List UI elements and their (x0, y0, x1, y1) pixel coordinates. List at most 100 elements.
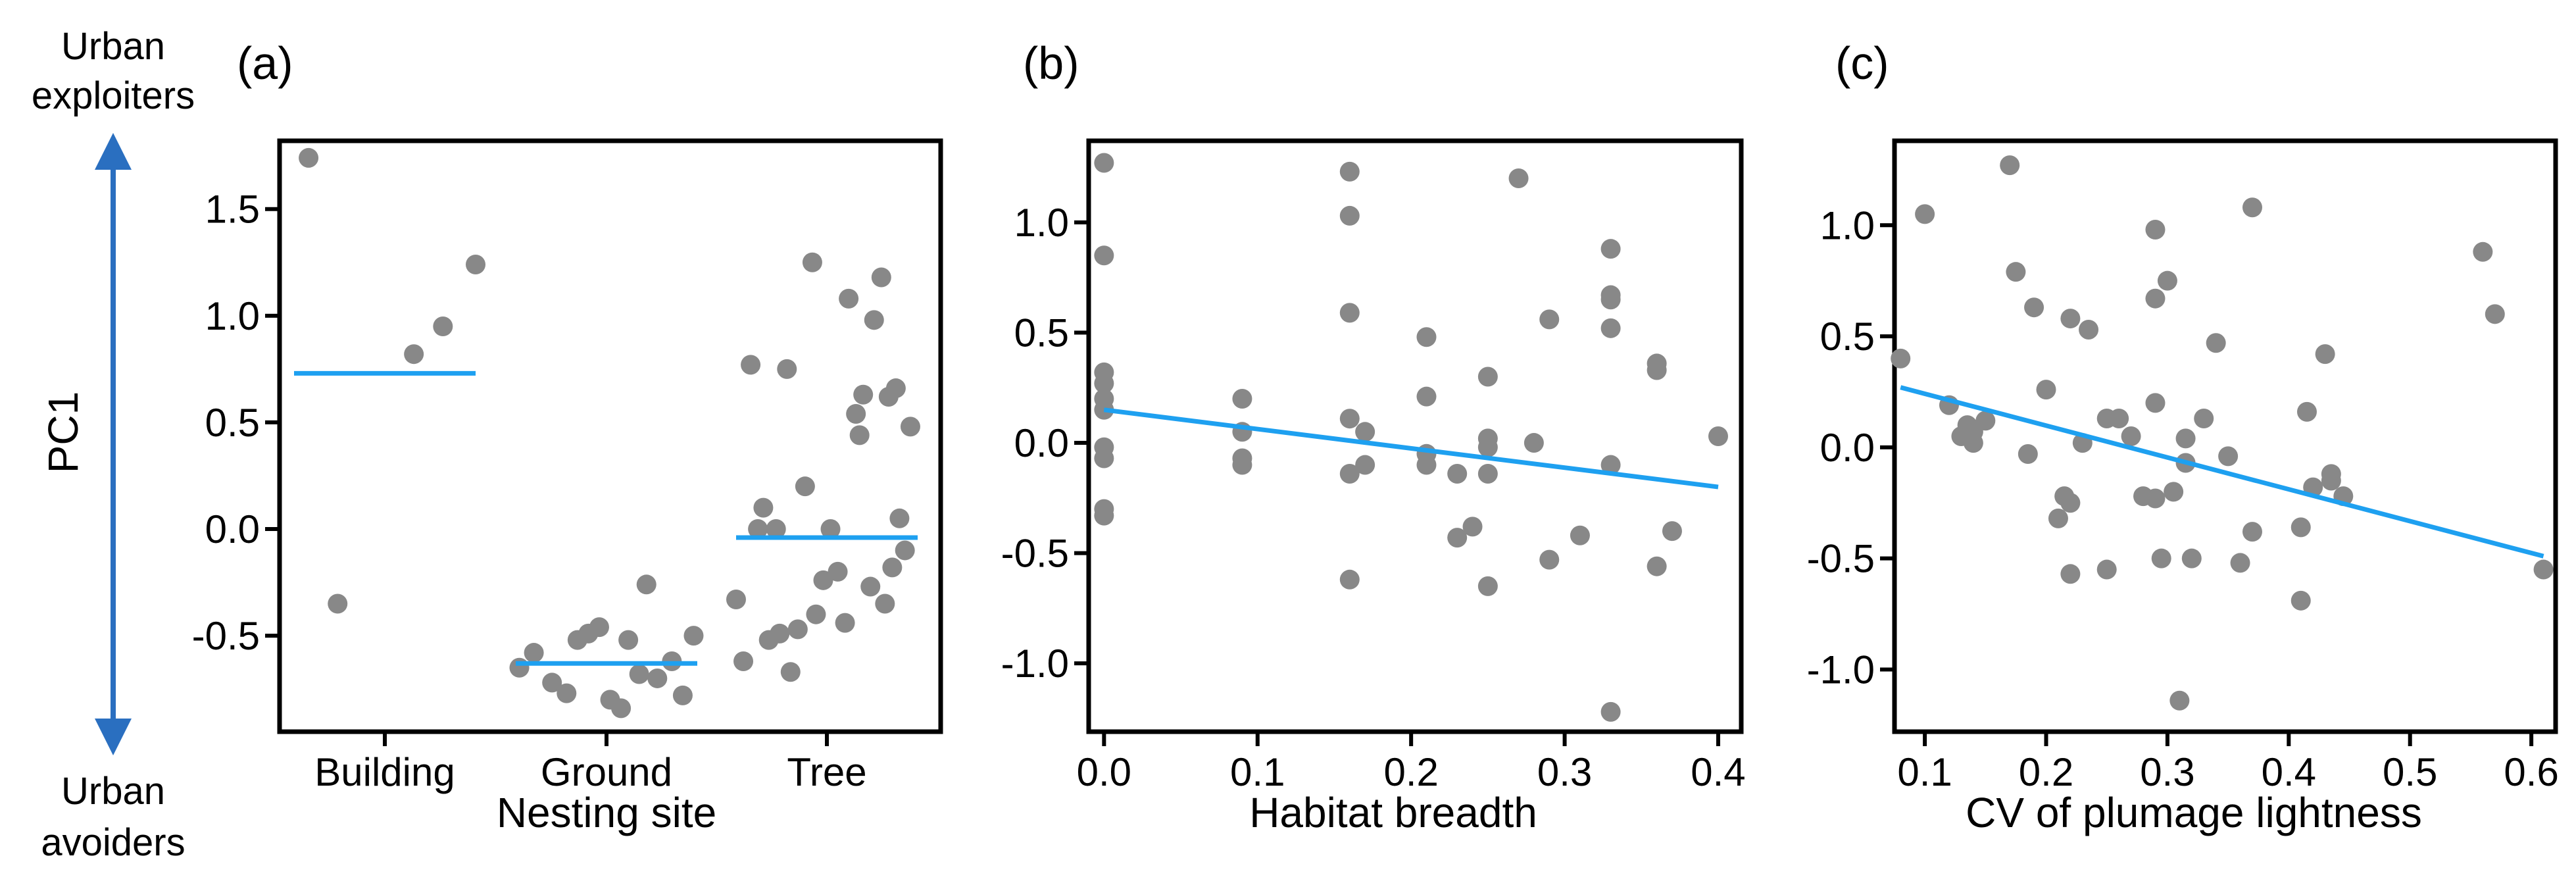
panel-b-point (1647, 556, 1667, 576)
panel-a-y-tick-label: -0.5 (192, 614, 260, 658)
panel-b-y-axis: 1.0 0.5 0.0 -0.5 -1.0 (1001, 201, 1089, 686)
panel-c-point (2018, 444, 2038, 465)
panel-a-point (882, 557, 903, 578)
panel-b-point (1416, 327, 1437, 347)
panel-c-point (2079, 319, 2099, 340)
panel-c-point (2121, 426, 2141, 446)
panel-b-point (1508, 168, 1529, 188)
panel-b-x-label: Habitat breadth (1249, 789, 1537, 836)
panel-a-point (524, 643, 544, 663)
panel-a-point (748, 519, 768, 540)
panel-b-x-tick-label: 0.3 (1537, 750, 1592, 794)
panel-a-x-tick-label-tree: Tree (787, 750, 866, 794)
panel-a-point (328, 594, 348, 614)
panel-b-point (1339, 303, 1360, 323)
panel-c-point (2000, 155, 2020, 176)
panel-c-point (2151, 548, 2171, 569)
panel-a-point (629, 664, 649, 684)
panel-c-x-tick-label: 0.4 (2262, 750, 2316, 794)
panel-b-label: (b) (1023, 38, 1079, 89)
panel-b-point (1094, 448, 1114, 468)
panel-b-x-tick-label: 0.4 (1691, 750, 1745, 794)
panel-a-frame (277, 138, 943, 734)
panel-c-point (1891, 348, 1911, 368)
panel-a-point (611, 698, 632, 719)
panel-b-point (1662, 521, 1682, 542)
panel-b-points (1094, 153, 1728, 722)
panel-c-point (2291, 517, 2311, 538)
panel-c-x-label: CV of plumage lightness (1966, 789, 2422, 836)
panel-a-point (509, 657, 530, 678)
panel-c-point (2048, 508, 2068, 528)
panel-a-label: (a) (237, 38, 293, 89)
panel-a-point (849, 425, 870, 445)
panel-a-point (777, 359, 797, 379)
panel-a-x-tick-label-building: Building (314, 750, 455, 794)
panel-c-y-axis: 1.0 0.5 0.0 -0.5 -1.0 (1807, 203, 1895, 692)
y-axis-label: PC1 (39, 392, 87, 474)
panel-a-group-means (294, 370, 918, 666)
panel-c-point (2006, 262, 2026, 282)
panel-a-point (770, 623, 790, 644)
panel-b-point (1462, 517, 1483, 537)
panel-c-x-tick-label: 0.3 (2140, 750, 2194, 794)
panel-a-point (753, 497, 774, 518)
panel-a-y-tick-label: 0.5 (205, 401, 260, 445)
panel-a-point (766, 519, 786, 540)
panel-c-point (2060, 564, 2081, 584)
panel-c-x-axis: 0.1 0.2 0.3 0.4 0.5 0.6 (1897, 732, 2559, 794)
panel-b-x-tick-label: 0.2 (1383, 750, 1438, 794)
panel-c-point (2218, 446, 2239, 467)
panel-c-y-tick-label: -1.0 (1807, 647, 1875, 692)
panel-c-y-tick-label: 0.5 (1820, 315, 1875, 359)
panel-b-point (1094, 373, 1114, 393)
panel-b-fit-line (1103, 407, 1719, 490)
panel-c-point (2485, 304, 2505, 324)
panel-b-point (1477, 576, 1498, 596)
panel-c-x-tick-label: 0.1 (1897, 750, 1952, 794)
panel-a-point (787, 619, 808, 640)
panel-a-point (404, 344, 424, 365)
panel-b-point (1339, 161, 1360, 182)
panel-c-y-tick-label: -0.5 (1807, 537, 1875, 581)
panel-b-point (1232, 389, 1252, 409)
panel-c-point (2060, 309, 2081, 329)
panel-b-point (1708, 426, 1728, 446)
panel-a-y-tick-label: 0.0 (205, 507, 260, 551)
panel-b-point (1339, 569, 1360, 590)
panel-b-point (1570, 525, 1590, 545)
panel-b-point (1600, 701, 1621, 722)
panel-b-point (1477, 463, 1498, 484)
panel-a-point (820, 519, 841, 540)
panel-a-y-tick-label: 1.5 (205, 188, 260, 232)
panel-b-point (1232, 455, 1252, 475)
panel-c-y-tick-label: 0.0 (1820, 426, 1875, 470)
panel-b-point (1539, 309, 1560, 330)
panel-b-point (1600, 455, 1621, 475)
panel-a-y-axis: 1.5 1.0 0.5 0.0 -0.5 (192, 188, 280, 658)
panel-b-point (1600, 239, 1621, 259)
panel-a-point (875, 594, 895, 614)
panel-b-x-axis: 0.0 0.1 0.2 0.3 0.4 (1077, 732, 1746, 794)
panel-a-point (839, 288, 859, 309)
panel-a-point (853, 384, 874, 405)
panel-c-x-tick-label: 0.6 (2504, 750, 2558, 794)
panel-a-point (683, 626, 704, 646)
panel-a-y-tick-label: 1.0 (205, 294, 260, 338)
arrow-bottom-label-line1: Urban (61, 770, 165, 813)
panel-c-x-tick-label: 0.5 (2383, 750, 2437, 794)
panel-a-point (885, 378, 906, 399)
panel-a: (a) 1.51.00.50.0-0.5 Building Ground Tree … (192, 38, 943, 836)
panel-b-point (1539, 549, 1560, 570)
panel-c-point (2157, 270, 2177, 291)
panel-c-point (2321, 470, 2341, 491)
panel-b: (b) 1.0 0.5 0.0 -0.5 -1.0 0.0 0.1 0.2 0.3 0.4 Ha… (1001, 38, 1746, 836)
urban-gradient-annotation: Urban exploiters Urban avoiders PC1 (32, 25, 195, 864)
panel-c-point (2242, 522, 2262, 542)
panel-c-point (2060, 493, 2081, 513)
panel-c-points (1891, 155, 2554, 711)
panel-c-point (2291, 590, 2311, 611)
panel-b-point (1477, 367, 1498, 387)
panel-a-point (864, 310, 884, 330)
panel-c-point (2169, 690, 2190, 711)
